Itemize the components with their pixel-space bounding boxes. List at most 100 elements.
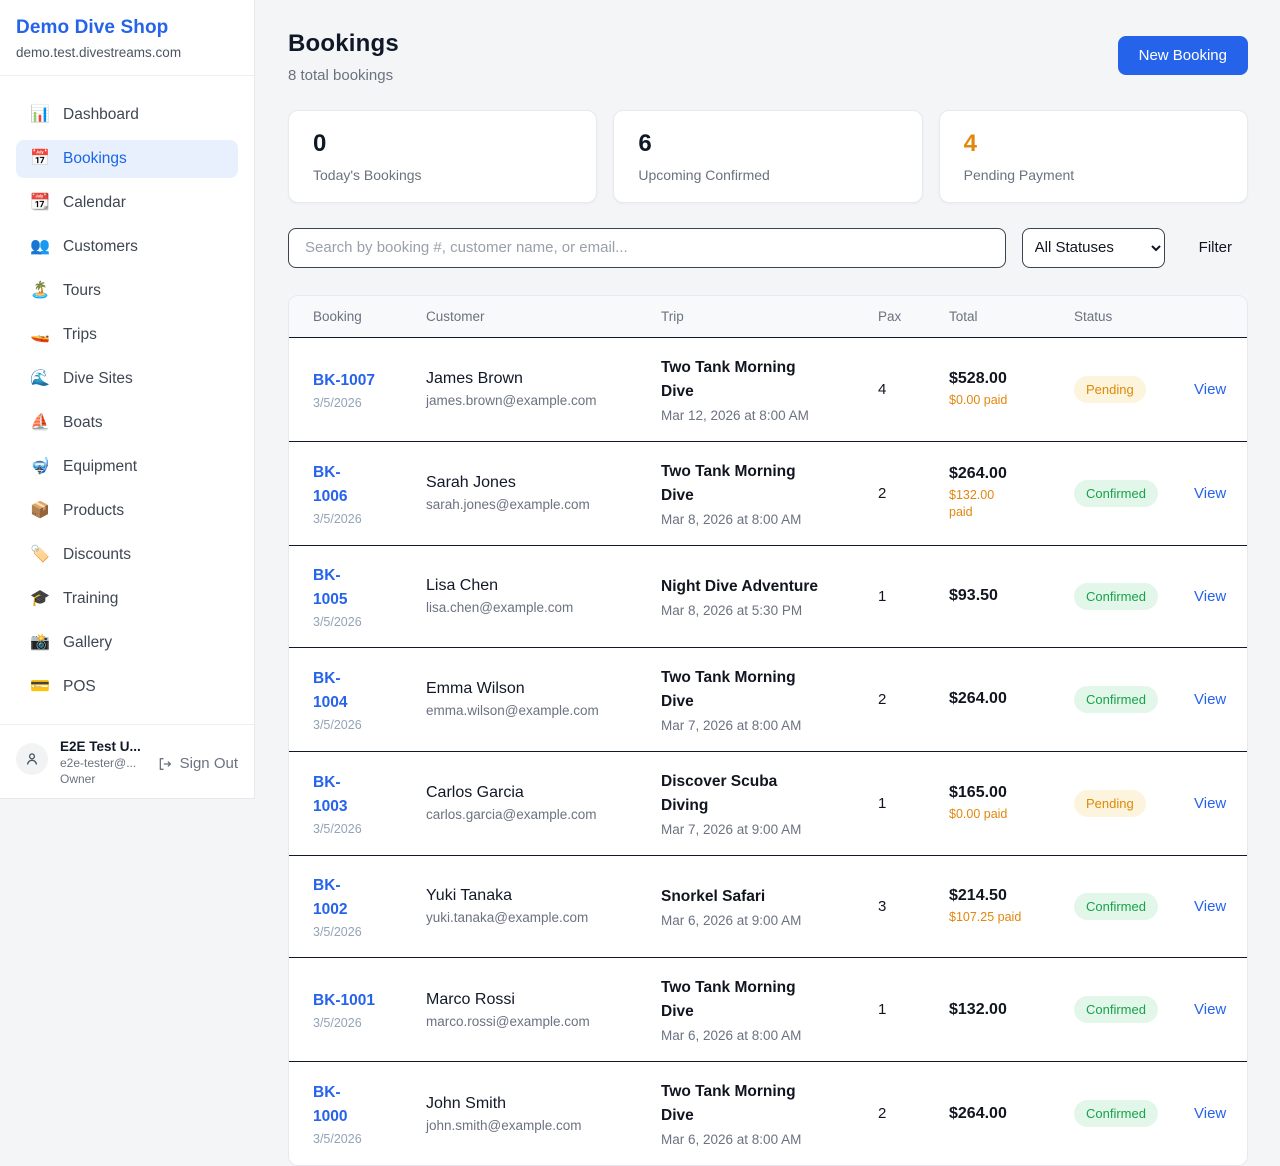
booking-id-link[interactable]: BK-1001 xyxy=(313,991,376,1009)
camera-icon: 📸 xyxy=(30,634,50,651)
sidebar-item-label: Customers xyxy=(63,238,138,255)
column-header-customer: Customer xyxy=(410,295,645,338)
table-header: Booking Customer Trip Pax Total Status xyxy=(289,295,1247,338)
sidebar-item-gallery[interactable]: 📸 Gallery xyxy=(16,624,238,662)
sidebar-item-label: Boats xyxy=(63,414,103,431)
booking-id-link[interactable]: BK- 1002 xyxy=(313,876,348,918)
trip-name: Two Tank Morning Dive xyxy=(661,462,796,504)
pax-value: 1 xyxy=(878,1001,887,1018)
sidebar-item-dive-sites[interactable]: 🌊 Dive Sites xyxy=(16,360,238,398)
page-header: Bookings 8 total bookings New Booking xyxy=(288,30,1248,84)
stat-label: Today's Bookings xyxy=(313,166,422,183)
customer-email: marco.rossi@example.com xyxy=(426,1013,590,1029)
booking-id-link[interactable]: BK-1007 xyxy=(313,371,376,389)
table-row: BK- 1004 3/5/2026 Emma Wilson emma.wilson@… xyxy=(289,647,1247,752)
customer-name: Emma Wilson xyxy=(426,680,525,698)
trip-name: Snorkel Safari xyxy=(661,887,766,905)
stat-card-pending-payment: 4 Pending Payment xyxy=(938,110,1248,203)
new-booking-button[interactable]: New Booking xyxy=(1117,36,1248,75)
sidebar-item-customers[interactable]: 👥 Customers xyxy=(16,228,238,266)
trip-date: Mar 12, 2026 at 8:00 AM xyxy=(661,407,809,423)
stat-label: Upcoming Confirmed xyxy=(638,166,770,183)
page-subtitle: 8 total bookings xyxy=(288,67,394,84)
sign-out-button[interactable]: Sign Out xyxy=(157,755,238,772)
customer-email: yuki.tanaka@example.com xyxy=(426,910,589,926)
logo-block: Demo Dive Shop demo.test.divestreams.com xyxy=(0,0,254,76)
sidebar-item-label: POS xyxy=(63,678,96,695)
person-icon xyxy=(26,753,38,765)
trip-name: Two Tank Morning Dive xyxy=(661,1083,796,1125)
sidebar-item-equipment[interactable]: 🤿 Equipment xyxy=(16,448,238,486)
logout-icon xyxy=(159,757,171,770)
status-filter-select[interactable]: All Statuses xyxy=(1021,227,1165,268)
sidebar-item-dashboard[interactable]: 📊 Dashboard xyxy=(16,96,238,134)
sidebar-item-trips[interactable]: 🚤 Trips xyxy=(16,316,238,354)
sidebar-item-tours[interactable]: 🏝️ Tours xyxy=(16,272,238,310)
sidebar-item-label: Bookings xyxy=(63,150,127,167)
calendar-icon: 📅 xyxy=(30,150,50,167)
booking-date: 3/5/2026 xyxy=(313,511,362,526)
view-link[interactable]: View xyxy=(1194,587,1227,605)
pax-value: 1 xyxy=(878,794,887,812)
sidebar-item-boats[interactable]: ⛵ Boats xyxy=(16,404,238,442)
customer-email: carlos.garcia@example.com xyxy=(426,807,597,823)
table-row: BK- 1005 3/5/2026 Lisa Chen lisa.chen@exam… xyxy=(289,545,1247,648)
view-link[interactable]: View xyxy=(1194,690,1227,708)
paid-amount: $0.00 paid xyxy=(949,392,1008,407)
booking-date: 3/5/2026 xyxy=(313,395,362,410)
trip-date: Mar 6, 2026 at 8:00 AM xyxy=(661,1132,802,1148)
booking-date: 3/5/2026 xyxy=(313,717,362,732)
customer-name: Marco Rossi xyxy=(426,990,515,1008)
sidebar-item-label: Dive Sites xyxy=(63,370,133,387)
stat-label: Pending Payment xyxy=(963,166,1075,183)
booking-id-link[interactable]: BK- 1004 xyxy=(313,669,348,711)
sidebar-item-pos[interactable]: 💳 POS xyxy=(16,668,238,706)
filter-button[interactable]: Filter xyxy=(1198,239,1232,257)
sidebar-item-discounts[interactable]: 🏷️ Discounts xyxy=(16,536,238,574)
booking-id-link[interactable]: BK- 1003 xyxy=(313,773,348,815)
search-input[interactable] xyxy=(288,227,1006,268)
booking-id-link[interactable]: BK- 1005 xyxy=(313,566,348,608)
stat-card-upcoming-confirmed: 6 Upcoming Confirmed xyxy=(613,110,923,203)
table-row: BK-1007 3/5/2026 James Brown james.brown@e… xyxy=(289,337,1247,442)
pax-value: 1 xyxy=(878,587,887,605)
sidebar-item-bookings[interactable]: 📅 Bookings xyxy=(16,140,238,178)
trip-date: Mar 8, 2026 at 8:00 AM xyxy=(661,511,802,527)
customer-name: James Brown xyxy=(426,370,523,388)
total-amount: $264.00 xyxy=(949,690,1007,708)
total-amount: $93.50 xyxy=(949,587,998,605)
status-badge: Confirmed xyxy=(1074,892,1158,920)
total-amount: $264.00 xyxy=(949,1104,1007,1122)
booking-date: 3/5/2026 xyxy=(313,821,362,836)
customer-email: sarah.jones@example.com xyxy=(426,497,590,513)
view-link[interactable]: View xyxy=(1194,380,1227,398)
user-name: E2E Test U... xyxy=(60,739,141,754)
sidebar-item-products[interactable]: 📦 Products xyxy=(16,492,238,530)
sailboat-icon: ⛵ xyxy=(30,414,50,431)
avatar xyxy=(16,743,48,775)
view-link[interactable]: View xyxy=(1194,484,1227,502)
sidebar-item-label: Products xyxy=(63,502,125,519)
sidebar-item-training[interactable]: 🎓 Training xyxy=(16,580,238,618)
island-icon: 🏝️ xyxy=(30,282,50,299)
sidebar-item-calendar[interactable]: 📆 Calendar xyxy=(16,184,238,222)
booking-id-link[interactable]: BK- 1006 xyxy=(313,463,348,505)
booking-id-link[interactable]: BK- 1000 xyxy=(313,1084,348,1126)
pax-value: 2 xyxy=(878,484,887,502)
page-title: Bookings xyxy=(288,30,399,57)
view-link[interactable]: View xyxy=(1194,1001,1227,1018)
user-section: E2E Test U... e2e-tester@... Owner Sign … xyxy=(0,724,254,798)
view-link[interactable]: View xyxy=(1194,1105,1227,1123)
trip-name: Two Tank Morning Dive xyxy=(661,668,796,710)
sidebar-nav: 📊 Dashboard 📅 Bookings 📆 Calendar 👥 Customer… xyxy=(0,76,254,724)
total-amount: $214.50 xyxy=(949,886,1007,904)
status-badge: Pending xyxy=(1074,789,1146,817)
sidebar-item-label: Dashboard xyxy=(63,106,139,123)
table-row: BK-1001 3/5/2026 Marco Rossi marco.rossi@e… xyxy=(289,957,1247,1063)
table-row: BK- 1000 3/5/2026 John Smith john.smith@ex… xyxy=(289,1062,1247,1166)
total-amount: $132.00 xyxy=(949,1000,1007,1018)
stats-row: 0 Today's Bookings 6 Upcoming Confirmed … xyxy=(288,110,1248,203)
view-link[interactable]: View xyxy=(1194,897,1227,915)
customer-email: lisa.chen@example.com xyxy=(426,600,574,616)
view-link[interactable]: View xyxy=(1194,794,1227,812)
